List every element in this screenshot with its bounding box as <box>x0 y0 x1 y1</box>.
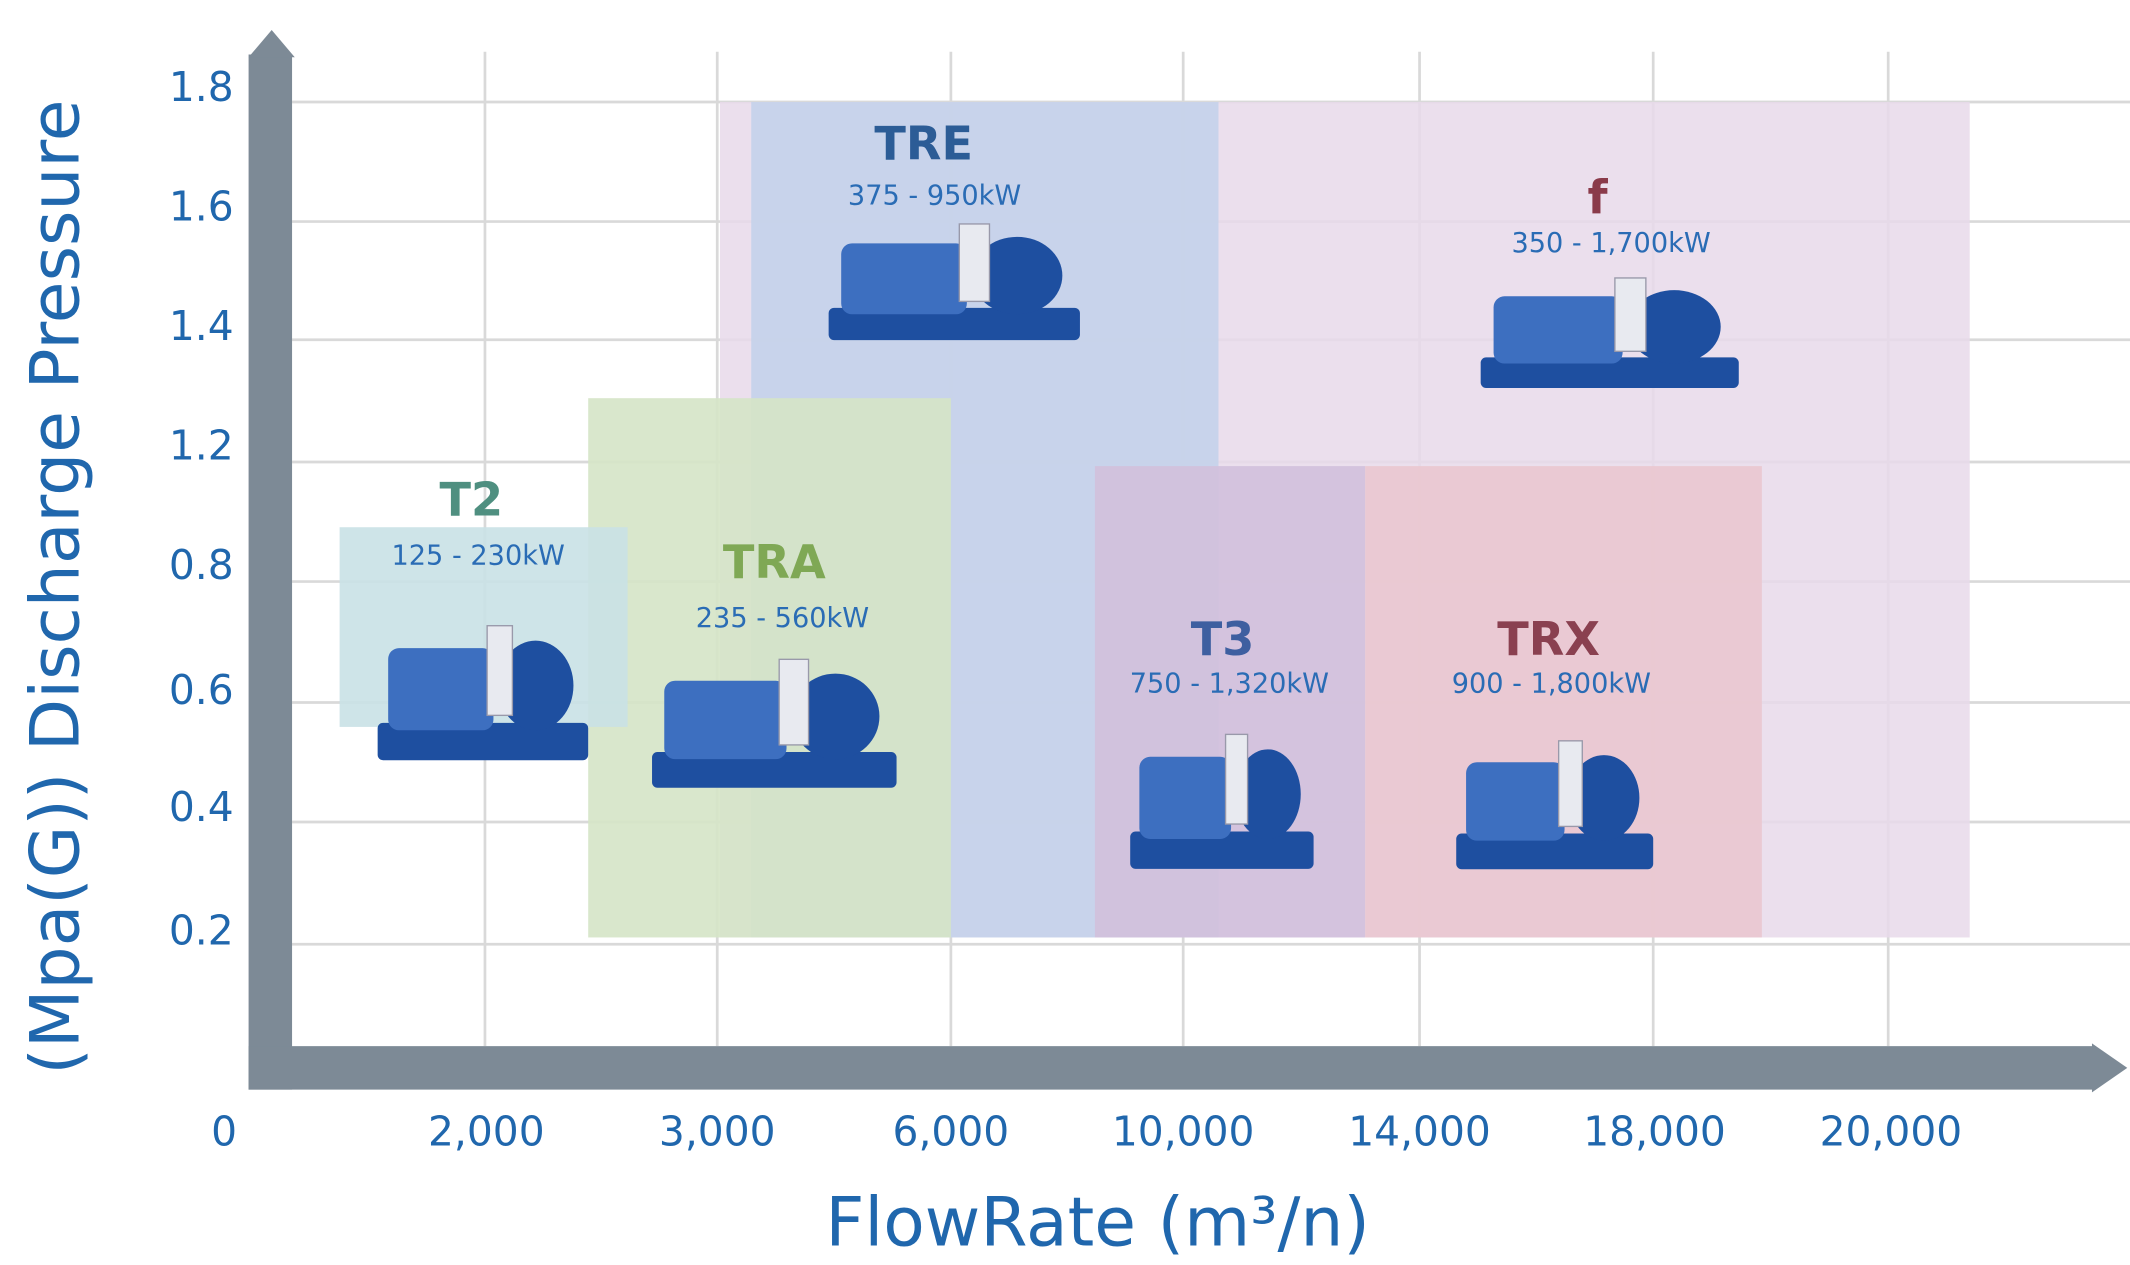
region-name: f <box>1587 171 1608 225</box>
x-tick-label: 18,000 <box>1583 1107 1726 1155</box>
region: TRA 235 - 560kW <box>588 398 951 938</box>
machine-base <box>377 722 589 761</box>
y-tick-label: 1.2 <box>169 421 234 469</box>
x-tick-label: 6,000 <box>893 1107 1010 1155</box>
region-name: T3 <box>1191 612 1255 666</box>
region-range: 375 - 950kW <box>848 181 1021 212</box>
machine-body <box>388 648 494 731</box>
region-name: TRX <box>1497 612 1600 666</box>
machine-panel <box>486 625 514 717</box>
machine-body <box>664 680 787 760</box>
y-tick-label: 1.4 <box>169 302 234 350</box>
machine-motor <box>971 236 1063 315</box>
machine-image <box>1130 733 1314 869</box>
region-range: 900 - 1,800kW <box>1452 668 1651 699</box>
x-axis-title: FlowRate (m³/n) <box>825 1183 1370 1262</box>
machine-body <box>1139 756 1232 839</box>
region-area <box>588 398 951 938</box>
machine-motor <box>497 640 574 731</box>
axes <box>248 30 2128 1093</box>
y-tick-label: 0.4 <box>169 783 234 831</box>
machine-panel <box>1614 277 1647 352</box>
x-tick-label: 14,000 <box>1348 1107 1491 1155</box>
region-name: T2 <box>440 472 504 526</box>
machine-panel <box>1224 733 1249 825</box>
y-tick-label: 1.8 <box>169 63 234 111</box>
machine-body <box>1493 296 1623 364</box>
x-tick-label: 0 <box>211 1107 237 1155</box>
y-axis <box>248 54 293 1090</box>
x-tick-label: 20,000 <box>1820 1107 1963 1155</box>
machine-panel <box>958 223 991 303</box>
region-name: TRA <box>723 535 826 589</box>
y-axis-title: (Mpa(G)) Discharge Pressure <box>16 99 95 1074</box>
machine-motor <box>1568 755 1640 841</box>
region-name: TRE <box>874 116 973 170</box>
region-range: 125 - 230kW <box>392 541 565 572</box>
machine-motor <box>1234 749 1301 839</box>
machine-image <box>1456 740 1654 870</box>
machine-base <box>828 307 1080 341</box>
y-tick-label: 1.6 <box>169 182 234 230</box>
machine-image <box>1480 277 1739 388</box>
machine-image <box>652 658 897 788</box>
machine-panel <box>1557 740 1583 828</box>
y-tick-label: 0.6 <box>169 666 234 714</box>
x-tick-label: 10,000 <box>1112 1107 1255 1155</box>
machine-image <box>377 625 589 761</box>
y-tick-label: 0.8 <box>169 541 234 589</box>
region: T2 125 - 230kW <box>339 472 628 761</box>
x-tick-label: 3,000 <box>659 1107 776 1155</box>
x-axis-arrow <box>2091 1043 2128 1093</box>
machine-base <box>1130 831 1314 869</box>
machine-body <box>841 243 967 315</box>
x-axis <box>248 1046 2097 1090</box>
x-tick-label: 2,000 <box>428 1107 545 1155</box>
region-range: 235 - 560kW <box>696 603 869 634</box>
machine-base <box>1456 833 1654 870</box>
machine-motor <box>791 673 880 760</box>
machine-base <box>652 752 897 788</box>
machine-base <box>1480 357 1739 388</box>
machine-motor <box>1627 290 1721 364</box>
y-tick-label: 0.2 <box>169 906 234 954</box>
y-axis-arrow <box>248 30 295 58</box>
region-range: 750 - 1,320kW <box>1130 668 1329 699</box>
region-range: 350 - 1,700kW <box>1511 228 1710 259</box>
machine-body <box>1466 762 1565 841</box>
machine-panel <box>778 658 810 746</box>
machine-image <box>828 223 1080 341</box>
